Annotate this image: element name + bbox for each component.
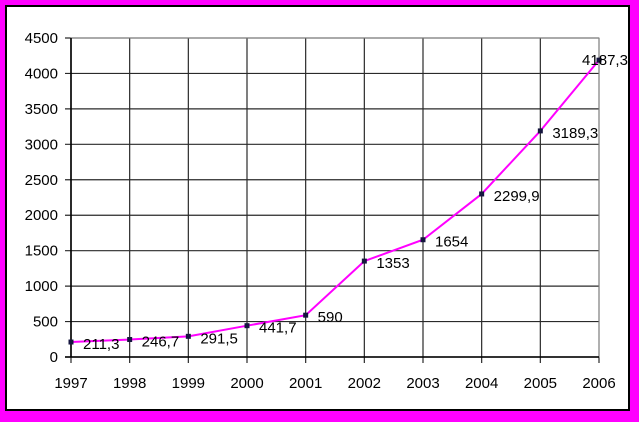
data-point-marker	[479, 191, 485, 197]
data-point-label: 246,7	[142, 334, 180, 351]
x-axis-tick-label: 2002	[348, 375, 381, 392]
chart-frame	[5, 5, 630, 411]
x-axis-tick-label: 2000	[230, 375, 263, 392]
data-point-label: 3189,3	[552, 125, 598, 142]
data-point-marker	[596, 57, 602, 63]
data-point-marker	[127, 337, 133, 343]
y-axis-tick-label: 0	[50, 349, 58, 366]
y-axis-tick-label: 3500	[25, 101, 58, 118]
y-axis-tick-label: 2500	[25, 172, 58, 189]
y-axis-tick-label: 2000	[25, 207, 58, 224]
x-axis-tick-label: 1998	[113, 375, 146, 392]
x-axis-tick-label: 2001	[289, 375, 322, 392]
x-axis-tick-label: 1997	[54, 375, 87, 392]
y-axis-tick-label: 3000	[25, 136, 58, 153]
x-axis-tick-label: 2003	[406, 375, 439, 392]
data-point-label: 211,3	[83, 336, 119, 353]
data-point-label: 291,5	[200, 330, 238, 347]
y-axis-tick-label: 1000	[25, 278, 58, 295]
data-point-label: 4187,3	[582, 52, 628, 69]
x-axis-tick-label: 2006	[582, 375, 615, 392]
y-axis-tick-label: 4500	[25, 30, 58, 47]
x-axis-tick-label: 2004	[465, 375, 498, 392]
data-point-label: 590	[318, 309, 343, 326]
series-line	[70, 59, 600, 344]
data-point-marker	[68, 339, 74, 345]
data-point-marker	[303, 312, 309, 318]
data-point-marker	[420, 237, 426, 243]
data-point-label: 2299,9	[494, 188, 540, 205]
data-point-label: 1654	[435, 234, 468, 251]
y-axis-tick-label: 4000	[25, 65, 58, 82]
data-point-label: 441,7	[259, 320, 297, 337]
y-axis-tick-label: 1500	[25, 243, 58, 260]
data-point-marker	[361, 258, 367, 264]
data-point-label: 1353	[376, 255, 409, 272]
data-point-marker	[537, 128, 543, 134]
data-point-marker	[185, 333, 191, 339]
data-point-marker	[244, 323, 250, 329]
x-axis-tick-label: 2005	[524, 375, 557, 392]
y-axis-tick-label: 500	[33, 314, 58, 331]
x-axis-tick-label: 1999	[172, 375, 205, 392]
